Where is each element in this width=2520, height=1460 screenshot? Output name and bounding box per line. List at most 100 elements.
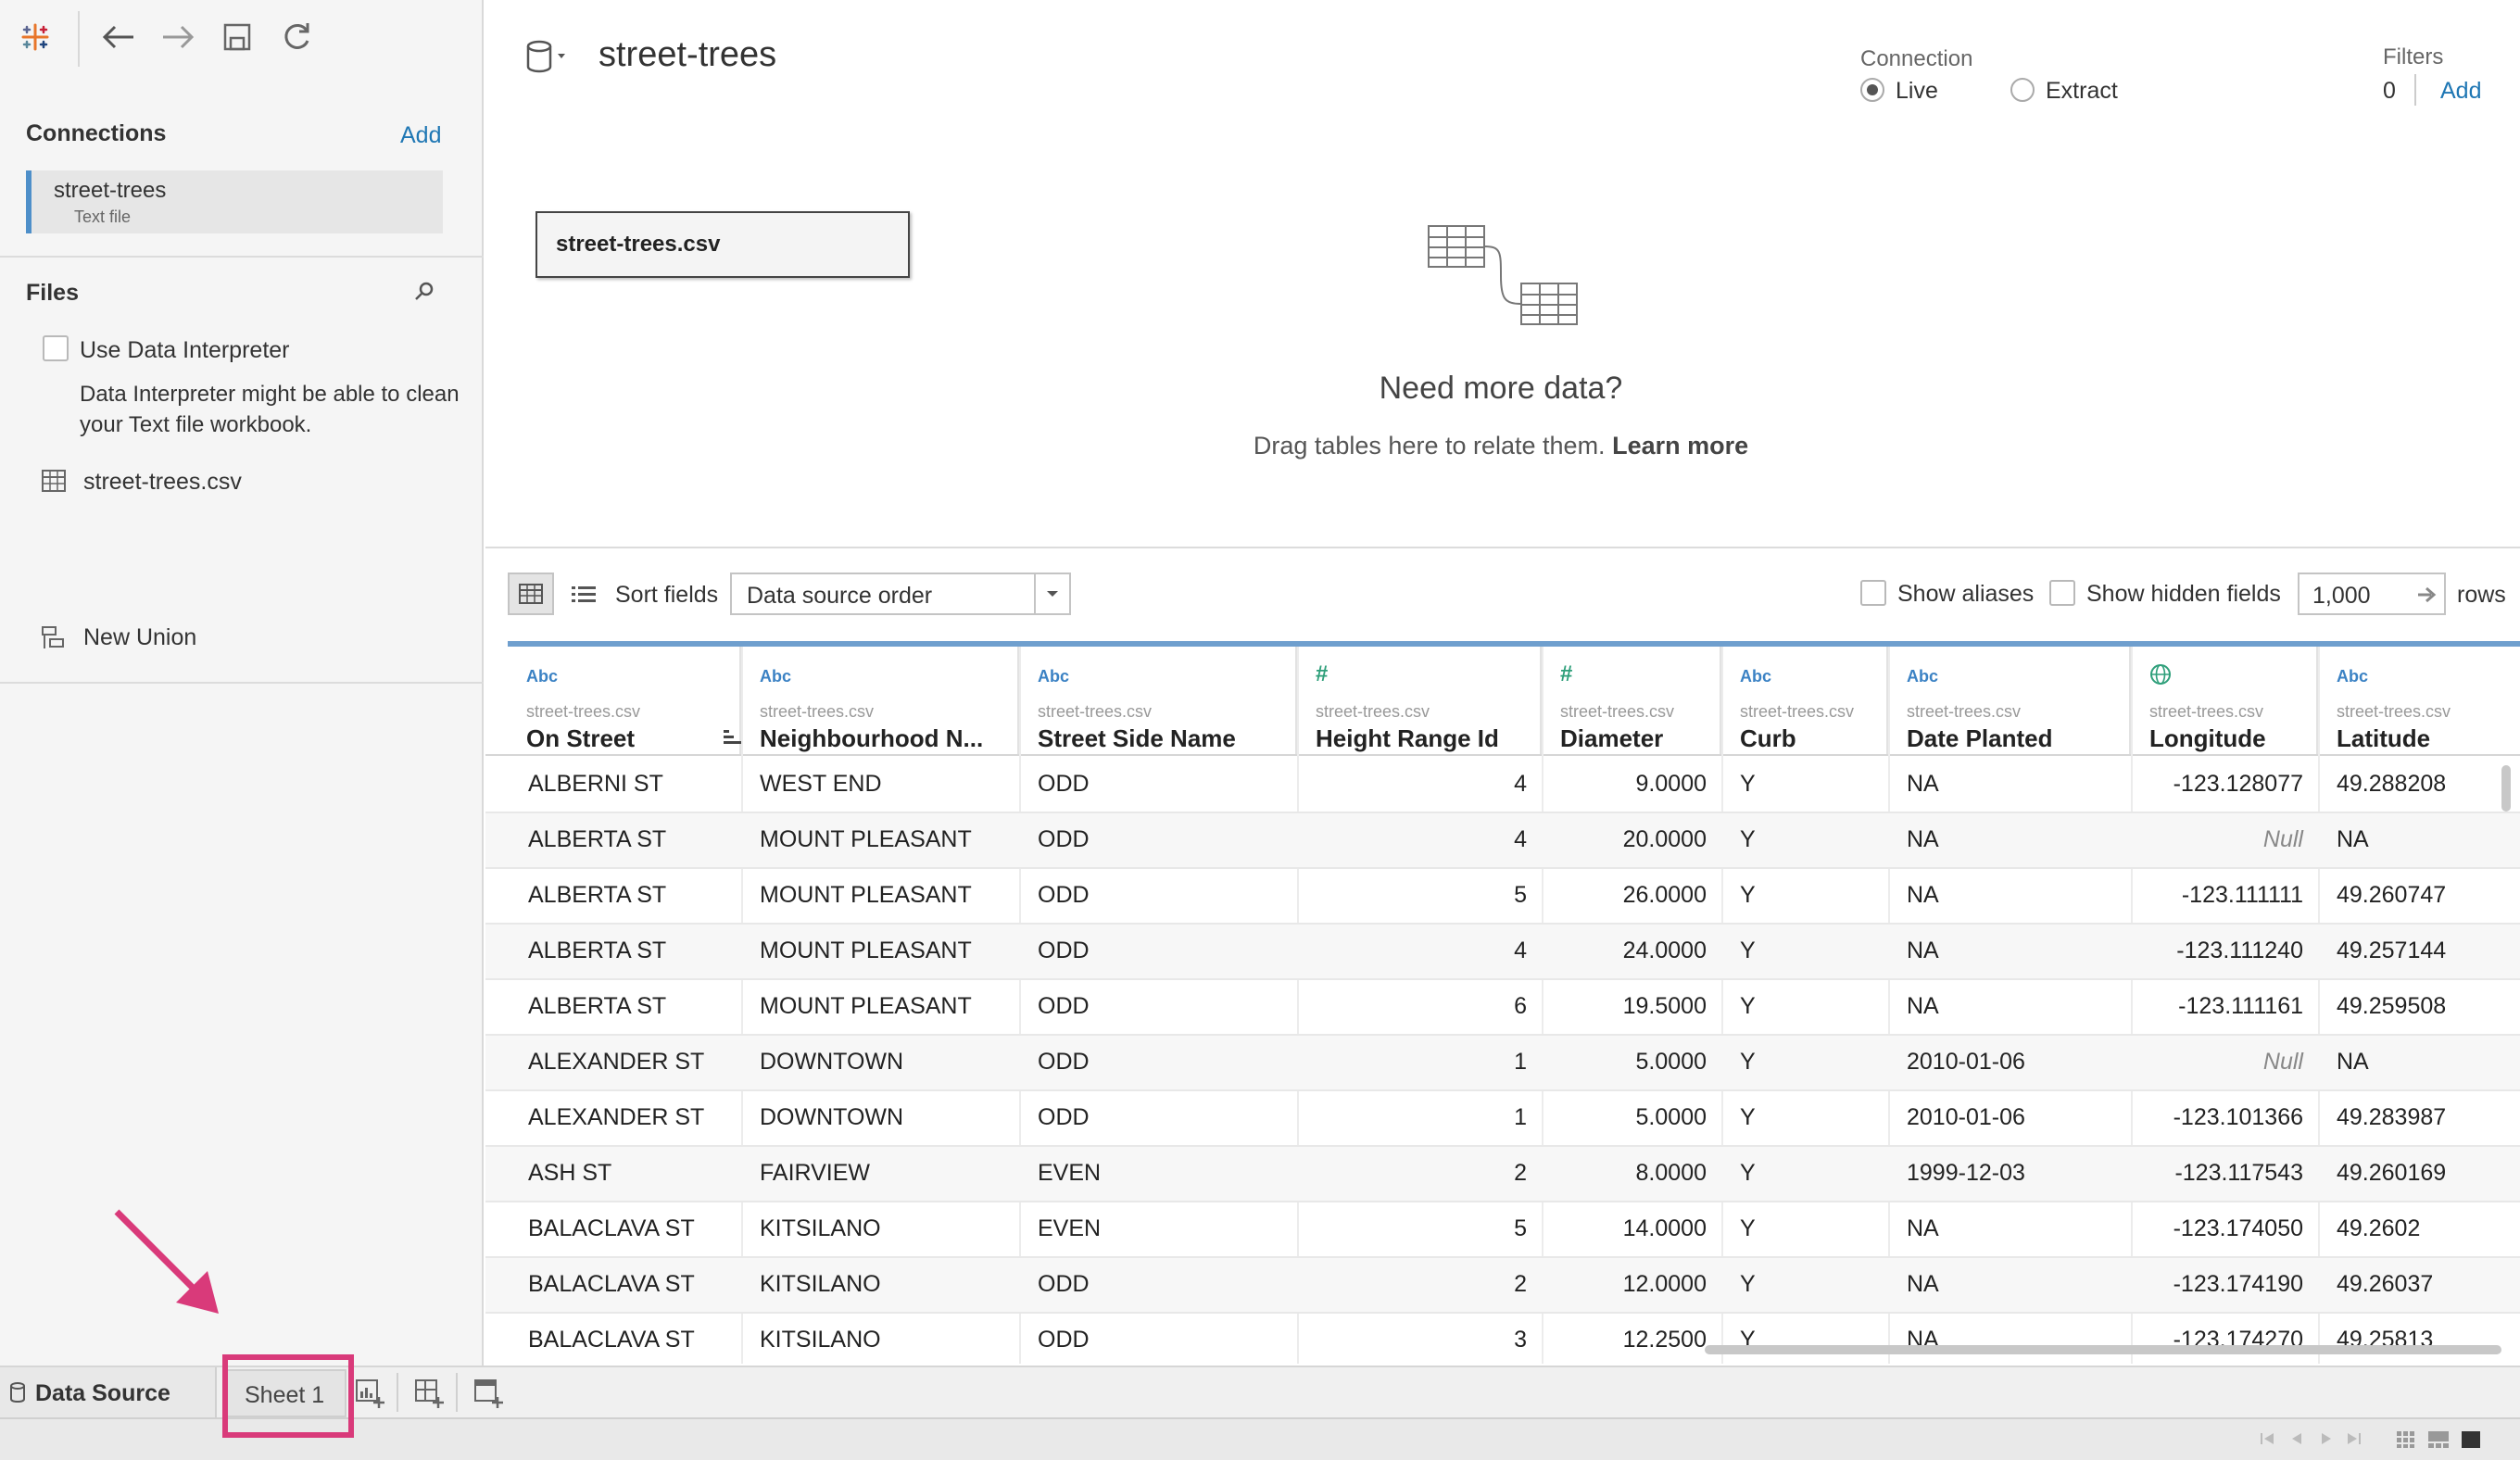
left-pane: Connections Add street-trees Text file F… [0,0,484,1366]
number-type-icon[interactable]: # [1560,661,1573,686]
column-name: On Street [526,724,636,752]
data-source-title[interactable]: street-trees [598,35,777,74]
string-type-icon[interactable]: Abc [1740,667,1772,686]
tab-data-source[interactable]: Data Source [0,1367,217,1417]
number-type-icon[interactable]: # [1316,661,1329,686]
forward-icon[interactable] [158,17,198,57]
vertical-scrollbar[interactable] [2501,765,2511,812]
new-worksheet-icon[interactable] [352,1377,389,1410]
table-row[interactable]: BALACLAVA ST KITSILANO ODD 3 12.2500 Y NA -123.… [485,1314,2520,1364]
back-icon[interactable] [98,17,139,57]
column-divider [1721,647,1723,1364]
horizontal-scrollbar[interactable] [1705,1345,2501,1354]
column-divider [1297,647,1299,1364]
column-header-height-range-id[interactable]: # street-trees.csv Height Range Id [1297,647,1542,754]
cell-neighbourhood: DOWNTOWN [760,1104,904,1130]
cell-height-range-id: 2 [1514,1271,1527,1297]
table-row[interactable]: ALEXANDER ST DOWNTOWN ODD 1 5.0000 Y 2010-01-0… [485,1036,2520,1091]
previous-page-icon[interactable] [2288,1430,2307,1452]
tab-separator [397,1373,398,1412]
first-page-icon[interactable] [2259,1430,2277,1452]
status-bar [0,1417,2520,1460]
table-row[interactable]: ALBERTA ST MOUNT PLEASANT ODD 6 19.5000 Y NA -1… [485,980,2520,1036]
string-type-icon[interactable]: Abc [760,667,792,686]
save-icon[interactable] [217,17,258,57]
globe-type-icon[interactable] [2149,663,2172,690]
cell-longitude: -123.117543 [2174,1160,2303,1186]
tableau-logo-icon[interactable] [15,17,56,57]
sidebar-divider [0,256,484,258]
string-type-icon[interactable]: Abc [1038,667,1070,686]
canvas-table-street-trees-csv[interactable]: street-trees.csv [536,211,910,278]
cell-on-street: ALEXANDER ST [528,1104,705,1130]
string-type-icon[interactable]: Abc [526,667,559,686]
column-source: street-trees.csv [1316,702,1430,721]
table-row[interactable]: ALBERTA ST MOUNT PLEASANT ODD 4 24.0000 Y NA -1… [485,925,2520,980]
string-type-icon[interactable]: Abc [1907,667,1939,686]
show-aliases-checkbox[interactable] [1860,580,1886,606]
single-view-icon[interactable] [2461,1430,2481,1454]
grid-view-button[interactable] [508,573,554,615]
sort-fields-dropdown[interactable]: Data source order [730,573,1071,615]
table-row[interactable]: BALACLAVA ST KITSILANO ODD 2 12.0000 Y NA -123.… [485,1258,2520,1314]
add-connection-link[interactable]: Add [400,122,442,148]
new-union-item[interactable]: New Union [83,624,197,650]
column-header-latitude[interactable]: Abc street-trees.csv Latitude [2318,647,2520,754]
arrow-right-icon[interactable] [2416,584,2438,610]
cell-street-side: ODD [1038,1327,1090,1353]
rows-count-input[interactable]: 1,000 [2298,573,2446,615]
column-source: street-trees.csv [1907,702,2022,721]
cell-date-planted: NA [1907,993,1939,1019]
new-story-icon[interactable] [471,1377,508,1410]
relate-tables-illustration-icon [1427,224,1579,333]
column-header-neighbourhood-name[interactable]: Abc street-trees.csv Neighbourhood N... [741,647,1019,754]
last-page-icon[interactable] [2344,1430,2362,1452]
cell-curb: Y [1740,1049,1756,1075]
cell-neighbourhood: MOUNT PLEASANT [760,993,972,1019]
cell-curb: Y [1740,882,1756,908]
list-view-button[interactable] [565,576,602,613]
column-header-on-street[interactable]: Abc street-trees.csv On Street [508,647,743,754]
file-item-street-trees-csv[interactable]: street-trees.csv [83,469,242,495]
connection-item-street-trees[interactable]: street-trees Text file [26,170,443,233]
column-header-date-planted[interactable]: Abc street-trees.csv Date Planted [1888,647,2131,754]
table-row[interactable]: BALACLAVA ST KITSILANO EVEN 5 14.0000 Y NA -123… [485,1202,2520,1258]
column-header-longitude[interactable]: street-trees.csv Longitude [2131,647,2318,754]
cell-curb: Y [1740,1271,1756,1297]
column-source: street-trees.csv [1560,702,1675,721]
refresh-icon[interactable] [276,17,317,57]
table-row[interactable]: ASH ST FAIRVIEW EVEN 2 8.0000 Y 1999-12-03 -123… [485,1147,2520,1202]
live-radio[interactable] [1860,78,1884,102]
filmstrip-view-icon[interactable] [2427,1430,2450,1454]
cell-street-side: ODD [1038,826,1090,852]
column-header-curb[interactable]: Abc street-trees.csv Curb [1721,647,1888,754]
connection-heading: Connection [1860,46,1973,71]
sidebar-divider [0,682,484,684]
chevron-down-icon [1034,574,1069,613]
extract-radio[interactable] [2010,78,2035,102]
cell-date-planted: NA [1907,938,1939,963]
column-header-diameter[interactable]: # street-trees.csv Diameter [1542,647,1721,754]
use-data-interpreter-checkbox[interactable] [43,335,69,361]
learn-more-link[interactable]: Learn more [1612,432,1749,459]
tab-sheet-1[interactable]: Sheet 1 [226,1369,346,1417]
database-icon[interactable] [524,39,567,81]
table-row[interactable]: ALEXANDER ST DOWNTOWN ODD 1 5.0000 Y 2010-01-0… [485,1091,2520,1147]
cell-on-street: BALACLAVA ST [528,1327,695,1353]
sort-icon[interactable] [723,728,743,751]
string-type-icon[interactable]: Abc [2337,667,2369,686]
column-divider [1019,647,1021,1364]
column-header-street-side-name[interactable]: Abc street-trees.csv Street Side Name [1019,647,1297,754]
show-hidden-fields-checkbox[interactable] [2049,580,2075,606]
search-icon[interactable] [413,280,435,307]
new-dashboard-icon[interactable] [411,1377,448,1410]
table-row[interactable]: ALBERTA ST MOUNT PLEASANT ODD 4 20.0000 Y NA Nu… [485,813,2520,869]
tile-view-icon[interactable] [2396,1430,2416,1454]
cell-height-range-id: 3 [1514,1327,1527,1353]
next-page-icon[interactable] [2316,1430,2335,1452]
add-filter-link[interactable]: Add [2440,78,2482,104]
column-source: street-trees.csv [1740,702,1855,721]
table-row[interactable]: ALBERTA ST MOUNT PLEASANT ODD 5 26.0000 Y NA -1… [485,869,2520,925]
table-row[interactable]: ALBERNI ST WEST END ODD 4 9.0000 Y NA -123.1280… [485,758,2520,813]
column-name: Date Planted [1907,724,2053,752]
